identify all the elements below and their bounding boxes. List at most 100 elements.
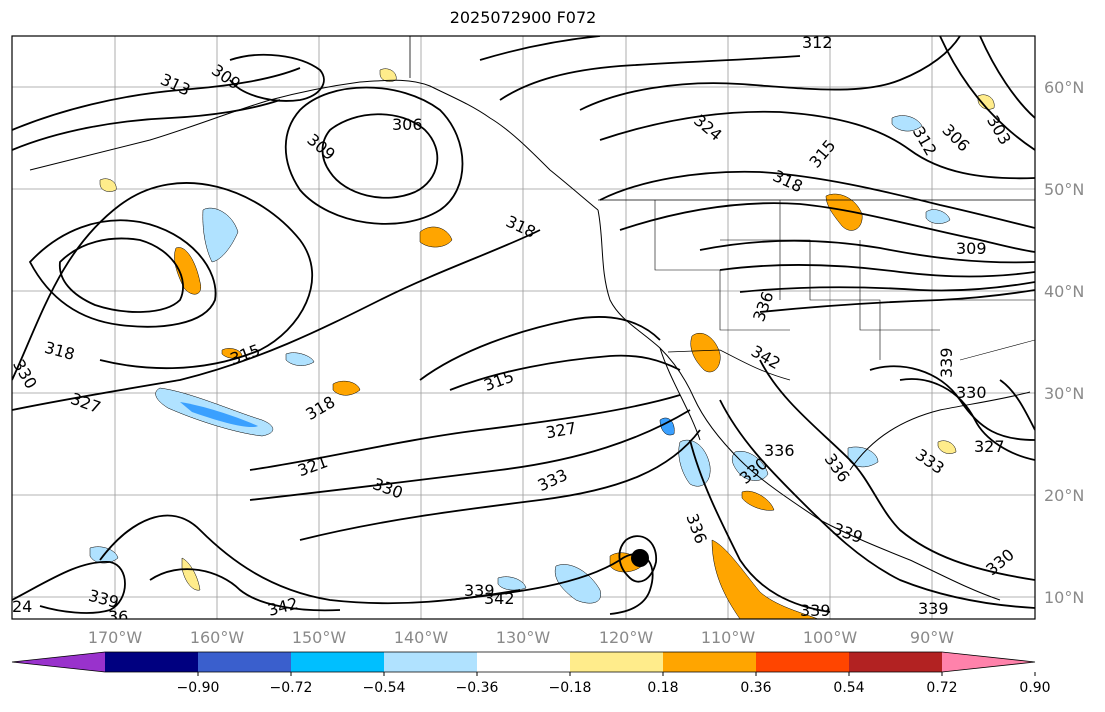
colorbar-tick-label: 0.54 bbox=[833, 680, 864, 696]
border-us-mexico bbox=[667, 349, 791, 381]
coastline-baja bbox=[659, 347, 701, 441]
coastline-alaska bbox=[29, 79, 599, 211]
coastline-gulf bbox=[849, 391, 1031, 471]
contour-line bbox=[689, 439, 831, 613]
contour-line bbox=[739, 281, 1035, 293]
shade-patch bbox=[731, 450, 769, 481]
contour-line bbox=[699, 239, 1035, 264]
colorbar-segment bbox=[849, 652, 942, 672]
contour-label: 339 bbox=[464, 581, 495, 600]
colorbar-tick-label: 0.18 bbox=[647, 680, 678, 696]
colorbar-segment bbox=[756, 652, 849, 672]
lat-label: 50°N bbox=[1044, 180, 1084, 199]
storm-center-contour bbox=[618, 535, 657, 583]
colorbar-segment bbox=[570, 652, 663, 672]
contour-line bbox=[321, 113, 439, 199]
map-frame bbox=[11, 35, 1036, 620]
contour-line bbox=[599, 110, 1035, 180]
contour-line bbox=[12, 229, 541, 411]
contour-line bbox=[449, 354, 681, 391]
shade-patch bbox=[891, 115, 923, 132]
contour-line bbox=[719, 399, 1035, 609]
contour-line bbox=[939, 36, 1035, 151]
shade-patch bbox=[741, 490, 775, 511]
contour-line bbox=[419, 316, 661, 381]
colorbar-segment bbox=[384, 652, 477, 672]
coastline-westcoast bbox=[597, 209, 1001, 601]
contour-line bbox=[979, 36, 1035, 119]
lon-label: 100°W bbox=[803, 628, 858, 647]
lon-label: 140°W bbox=[394, 628, 449, 647]
contour-label: 36 bbox=[108, 607, 128, 626]
lon-label: 150°W bbox=[292, 628, 347, 647]
contour-line bbox=[759, 289, 1035, 313]
contour-line bbox=[229, 53, 325, 102]
contour-line bbox=[619, 202, 1035, 253]
shade-patch bbox=[977, 94, 995, 110]
shade-patch bbox=[937, 440, 957, 454]
contour-line bbox=[284, 86, 464, 225]
lon-label: 90°W bbox=[910, 628, 954, 647]
storm-center-marker bbox=[631, 549, 649, 567]
contour-label: 309 bbox=[956, 239, 987, 258]
contour-line bbox=[249, 394, 681, 471]
lat-label: 20°N bbox=[1044, 486, 1084, 505]
map-area bbox=[12, 36, 1035, 619]
contour-label: 306 bbox=[392, 115, 423, 134]
contour-line bbox=[899, 378, 1035, 461]
colorbar-tick-label: 0.72 bbox=[926, 680, 957, 696]
lat-axis: 60°N 50°N 40°N 30°N 20°N 10°N bbox=[1044, 78, 1084, 607]
contour-line bbox=[999, 379, 1035, 431]
contour-line bbox=[599, 170, 1035, 229]
contour-label: 24 bbox=[12, 597, 32, 616]
contour-line bbox=[12, 67, 301, 131]
colorbar-segment bbox=[291, 652, 384, 672]
contour-line bbox=[12, 99, 281, 151]
colorbar-tick-label: −0.90 bbox=[177, 680, 220, 696]
shade-patch bbox=[332, 380, 361, 396]
colorbar-tick-label: −0.72 bbox=[270, 680, 313, 696]
colorbar-tick-label: −0.18 bbox=[549, 680, 592, 696]
shade-patch bbox=[825, 193, 863, 231]
lon-axis: 170°W 160°W 150°W 140°W 130°W 120°W 110°… bbox=[88, 628, 954, 647]
lon-label: 170°W bbox=[88, 628, 143, 647]
shaded-fields bbox=[89, 68, 995, 619]
contour-label: 339 bbox=[800, 601, 831, 620]
contour-line bbox=[759, 359, 1035, 581]
contour-line bbox=[12, 182, 314, 381]
lat-label: 10°N bbox=[1044, 588, 1084, 607]
contour-label: 339 bbox=[937, 347, 956, 378]
contour-line bbox=[99, 514, 521, 605]
lon-label: 160°W bbox=[190, 628, 245, 647]
shade-patch bbox=[181, 557, 201, 591]
contour-label: 342 bbox=[484, 589, 515, 608]
colorbar-tick-label: 0.90 bbox=[1019, 680, 1050, 696]
shade-patch bbox=[174, 247, 202, 295]
shade-patch bbox=[202, 207, 239, 263]
colorbar-tick-label: 0.36 bbox=[740, 680, 771, 696]
colorbar-outline bbox=[11, 651, 1036, 673]
shade-patch bbox=[925, 209, 951, 224]
lon-label: 110°W bbox=[701, 628, 756, 647]
contour-label: 330 bbox=[956, 383, 987, 402]
contour-line bbox=[28, 219, 217, 328]
lon-label: 120°W bbox=[599, 628, 654, 647]
contour-label: 336 bbox=[764, 441, 795, 460]
contour-label: 312 bbox=[802, 33, 833, 52]
colorbar-segment bbox=[477, 652, 570, 672]
lat-label: 60°N bbox=[1044, 78, 1084, 97]
coastlines bbox=[29, 36, 1035, 601]
contour-line bbox=[579, 36, 961, 111]
contour-line bbox=[249, 409, 691, 501]
shade-patch bbox=[99, 178, 117, 192]
contour-label: 327 bbox=[974, 437, 1005, 456]
contour-line bbox=[299, 429, 701, 541]
contour-label: 339 bbox=[918, 599, 949, 618]
contour-line bbox=[12, 561, 126, 614]
shade-patch bbox=[497, 576, 527, 591]
contour-line bbox=[59, 237, 184, 313]
shade-patch bbox=[285, 352, 315, 366]
colorbar: −0.90 −0.72 −0.54 −0.36 −0.18 0.18 0.36 0.54 0.7… bbox=[11, 651, 1051, 696]
contour-line bbox=[479, 36, 601, 61]
